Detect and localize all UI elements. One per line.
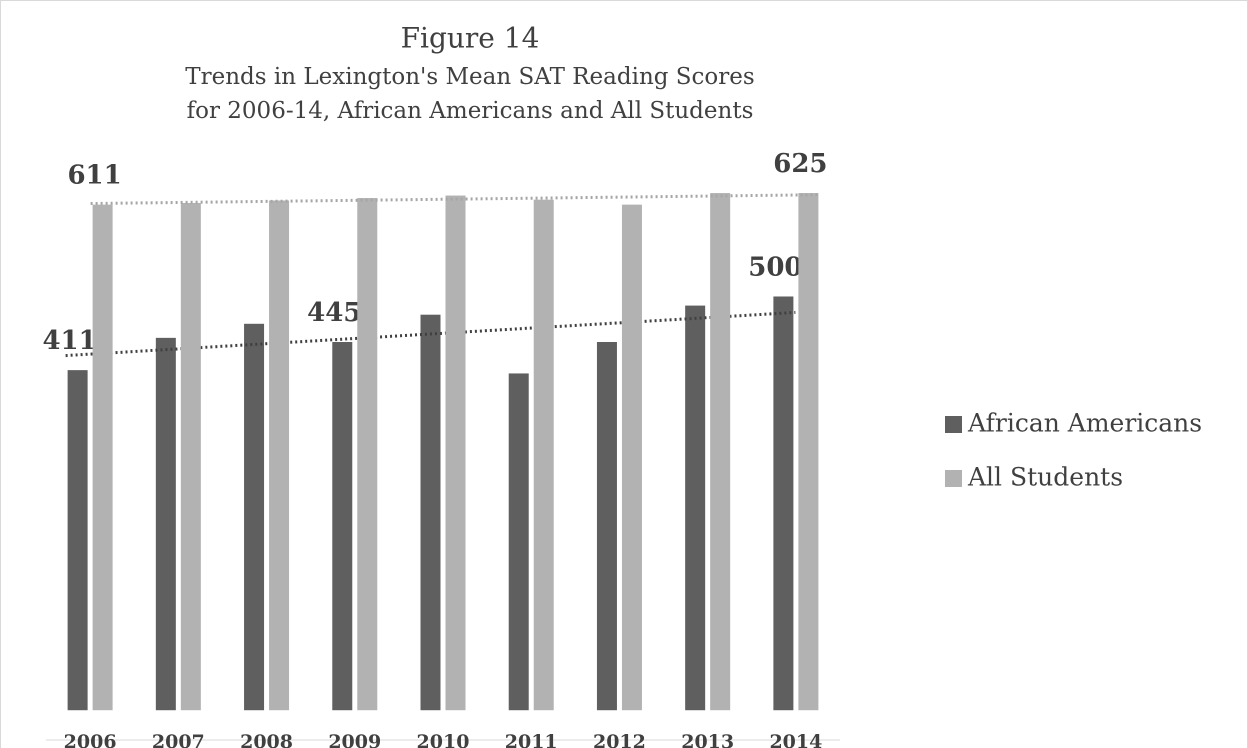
chart-subtitle: for 2006-14, African Americans and All S… [187,98,754,124]
x-tick-label: 2010 [417,731,470,748]
x-tick-label: 2013 [681,731,734,748]
bar [332,341,353,711]
bar [269,200,290,711]
legend-swatch [945,416,962,433]
data-label: 611 [67,161,121,191]
bar [92,204,113,711]
x-tick-label: 2014 [769,731,822,748]
bar [445,195,466,711]
data-label: 445 [307,298,361,328]
bar [710,193,731,711]
bar [155,337,176,711]
bar [685,305,706,711]
bar [596,341,617,711]
x-tick-label: 2012 [593,731,646,748]
bar [621,204,642,711]
x-tick-label: 2008 [240,731,293,748]
x-tick-label: 2009 [328,731,381,748]
chart-subtitle: Trends in Lexington's Mean SAT Reading S… [185,64,754,90]
trendline [90,193,821,206]
legend-swatch [945,470,962,487]
data-label: 500 [748,252,802,282]
x-tick-label: 2006 [64,731,117,748]
bar [508,373,529,711]
x-tick-label: 2007 [152,731,205,748]
bar [67,370,88,711]
bar [533,199,554,711]
chart-title: Figure 14 [401,22,540,55]
bar [180,202,201,711]
x-tick-label: 2011 [505,731,558,748]
legend-label: African Americans [967,409,1202,438]
data-label: 625 [773,149,827,179]
bar [773,296,794,711]
data-label: 411 [42,326,96,356]
legend-label: All Students [967,463,1123,492]
bar [244,323,265,711]
bar [798,193,819,711]
bar [420,314,441,711]
bar [357,198,378,711]
